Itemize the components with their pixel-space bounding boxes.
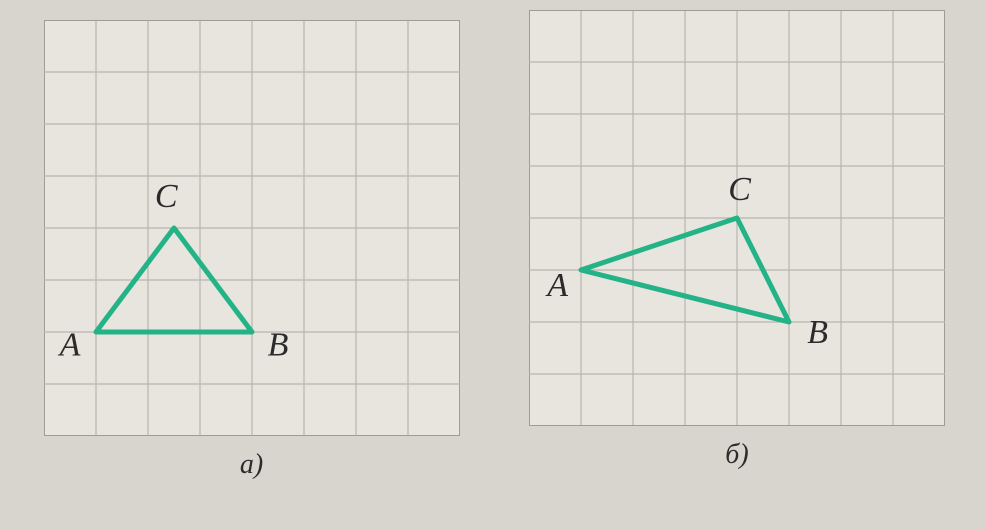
vertex-label-a: A (57, 326, 80, 363)
figure-a-grid-wrap: A B C (44, 20, 460, 441)
vertex-label-c: C (154, 178, 177, 215)
figure-a-panel: A B C а) (0, 0, 493, 530)
figure-a-caption: а) (240, 449, 263, 481)
vertex-label-c: C (728, 171, 751, 208)
vertex-label-a: A (545, 267, 568, 304)
vertex-label-b: B (267, 326, 288, 363)
figure-a-svg: A B C (44, 20, 460, 436)
vertex-label-b: B (807, 314, 828, 351)
figure-b-grid-wrap: A B C (529, 10, 945, 431)
figure-b-caption: б) (725, 439, 748, 471)
figure-b-panel: A B C б) (493, 0, 986, 530)
figure-b-svg: A B C (529, 10, 945, 426)
